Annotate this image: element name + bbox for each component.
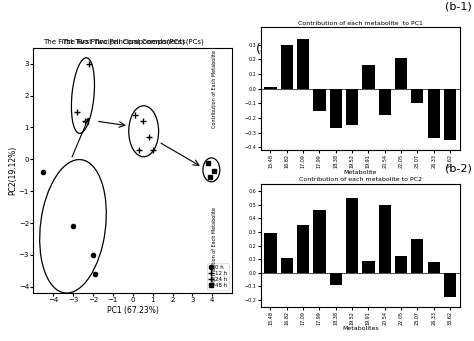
X-axis label: PC1 (67.23%): PC1 (67.23%) xyxy=(107,306,159,315)
Bar xyxy=(379,89,391,115)
Bar xyxy=(428,89,440,138)
Bar xyxy=(379,205,391,273)
Bar xyxy=(329,273,342,285)
Text: (a): (a) xyxy=(256,43,273,56)
Bar xyxy=(264,233,277,273)
Bar xyxy=(444,89,456,140)
Bar xyxy=(362,65,374,89)
Bar xyxy=(297,39,309,89)
Title: Contribution of each metabolite  to PC1: Contribution of each metabolite to PC1 xyxy=(298,20,423,26)
Bar xyxy=(313,210,326,273)
Bar xyxy=(444,273,456,297)
Bar xyxy=(395,58,407,89)
Bar xyxy=(428,262,440,273)
Text: (b-1): (b-1) xyxy=(445,2,472,12)
Bar xyxy=(411,89,423,103)
Title: The First Two Principal Components(PCs): The First Two Principal Components(PCs) xyxy=(62,39,204,45)
Bar xyxy=(395,256,407,273)
Bar xyxy=(281,45,293,89)
Legend: 0 h, 12 h, 24 h, 48 h: 0 h, 12 h, 24 h, 48 h xyxy=(207,263,229,291)
Bar xyxy=(313,89,326,110)
Y-axis label: PC2(19.12%): PC2(19.12%) xyxy=(8,146,17,195)
Bar xyxy=(329,89,342,128)
X-axis label: Metabolites: Metabolites xyxy=(342,326,379,331)
Text: (b-2): (b-2) xyxy=(445,164,472,174)
Y-axis label: Contribution of Each Metabolite: Contribution of Each Metabolite xyxy=(212,50,217,128)
Bar xyxy=(346,198,358,273)
Bar xyxy=(411,239,423,273)
Y-axis label: Contribution of Each Metabolite: Contribution of Each Metabolite xyxy=(212,207,217,284)
Bar xyxy=(297,225,309,273)
Text: The First Two Principal Components(PCs): The First Two Principal Components(PCs) xyxy=(43,39,185,45)
Bar xyxy=(346,89,358,125)
Bar xyxy=(264,87,277,89)
Title: Contribution of each metabolite to PC2: Contribution of each metabolite to PC2 xyxy=(299,177,422,182)
X-axis label: Metabolite: Metabolite xyxy=(344,169,377,175)
Bar xyxy=(362,261,374,273)
Bar xyxy=(281,258,293,273)
